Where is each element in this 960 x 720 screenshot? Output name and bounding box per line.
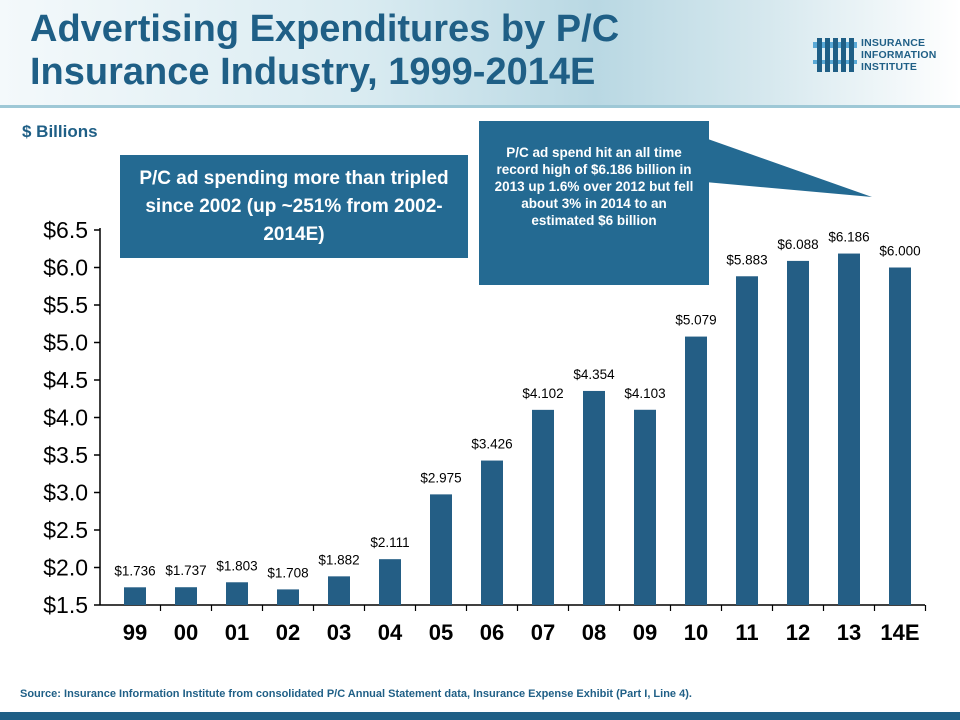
units-label: $ Billions	[22, 122, 98, 141]
bar	[481, 460, 503, 605]
y-tick-label: $3.5	[43, 442, 88, 468]
x-tick-label: 10	[684, 620, 708, 645]
x-tick-label: 08	[582, 620, 606, 645]
header-band	[0, 0, 960, 108]
bar	[124, 587, 146, 605]
x-tick-label: 01	[225, 620, 249, 645]
x-tick-label: 12	[786, 620, 810, 645]
bar	[277, 589, 299, 605]
bar-data-label: $5.883	[726, 252, 767, 267]
header-divider	[0, 105, 960, 108]
y-tick-label: $1.5	[43, 592, 88, 618]
bar	[685, 336, 707, 605]
bar	[175, 587, 197, 605]
x-tick-label: 05	[429, 620, 453, 645]
y-tick-label: $6.0	[43, 255, 88, 281]
y-tick-label: $5.5	[43, 292, 88, 318]
y-tick-label: $6.5	[43, 217, 88, 243]
iii-logo-icon	[813, 38, 857, 72]
bar	[379, 559, 401, 605]
bar-data-label: $3.426	[471, 437, 512, 452]
x-tick-label: 99	[123, 620, 147, 645]
bar	[226, 582, 248, 605]
source-note: Source: Insurance Information Institute …	[20, 688, 692, 700]
title-line-1: Advertising Expenditures by P/C	[30, 8, 620, 50]
bar	[328, 576, 350, 605]
bar	[430, 494, 452, 605]
bar	[889, 267, 911, 605]
bar	[736, 276, 758, 605]
bar	[787, 260, 809, 605]
y-tick-label: $4.5	[43, 367, 88, 393]
bar-data-label: $6.000	[879, 244, 920, 259]
y-tick-label: $2.0	[43, 555, 88, 581]
bar-data-label: $1.882	[318, 552, 359, 567]
x-tick-label: 04	[378, 620, 403, 645]
y-tick-label: $4.0	[43, 405, 88, 431]
y-tick-label: $3.0	[43, 480, 88, 506]
logo-line-2: INFORMATION	[861, 49, 937, 61]
x-tick-label: 09	[633, 620, 657, 645]
x-tick-label: 06	[480, 620, 504, 645]
bar-data-label: $4.102	[522, 386, 563, 401]
bar-data-label: $6.186	[828, 230, 869, 245]
x-tick-label: 07	[531, 620, 555, 645]
bar-data-label: $6.088	[777, 237, 818, 252]
logo-line-1: INSURANCE	[861, 37, 926, 49]
x-tick-label: 02	[276, 620, 300, 645]
bar-data-label: $1.708	[267, 565, 308, 580]
y-tick-label: $5.0	[43, 330, 88, 356]
bar	[634, 409, 656, 605]
iii-logo: INSURANCE INFORMATION INSTITUTE	[813, 36, 953, 74]
bar	[532, 409, 554, 605]
bar-data-label: $1.803	[216, 558, 257, 573]
title-line-2: Insurance Industry, 1999-2014E	[30, 51, 596, 93]
y-tick-label: $2.5	[43, 517, 88, 543]
bar-data-label: $4.103	[624, 386, 665, 401]
logo-text: INSURANCE INFORMATION INSTITUTE	[861, 37, 960, 73]
logo-line-3: INSTITUTE	[861, 61, 918, 73]
callout-growth: P/C ad spending more than tripled since …	[120, 155, 468, 258]
bar	[583, 390, 605, 605]
bar-data-label: $5.079	[675, 313, 716, 328]
bar-data-label: $1.736	[114, 563, 155, 578]
bar	[838, 253, 860, 606]
page-title: Advertising Expenditures by P/C Insuranc…	[30, 8, 750, 94]
bar-data-label: $2.975	[420, 470, 461, 485]
x-tick-label: 03	[327, 620, 351, 645]
footer-band	[0, 712, 960, 720]
x-tick-label: 00	[174, 620, 198, 645]
bar-data-label: $1.737	[165, 563, 206, 578]
x-tick-label: 14E	[880, 620, 919, 645]
bar-data-label: $2.111	[370, 535, 409, 550]
x-tick-label: 13	[837, 620, 861, 645]
x-tick-label: 11	[735, 620, 758, 645]
callout-record: P/C ad spend hit an all time record high…	[479, 121, 709, 285]
bar-data-label: $4.354	[573, 367, 615, 382]
